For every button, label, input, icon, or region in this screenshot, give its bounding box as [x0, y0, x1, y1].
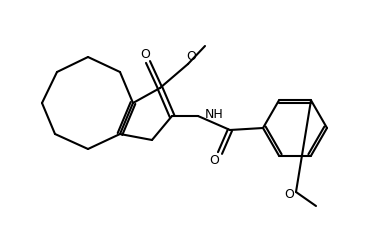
Text: O: O [284, 188, 294, 202]
Text: O: O [140, 48, 150, 61]
Text: O: O [209, 154, 219, 168]
Text: NH: NH [205, 109, 224, 121]
Text: O: O [186, 51, 196, 64]
